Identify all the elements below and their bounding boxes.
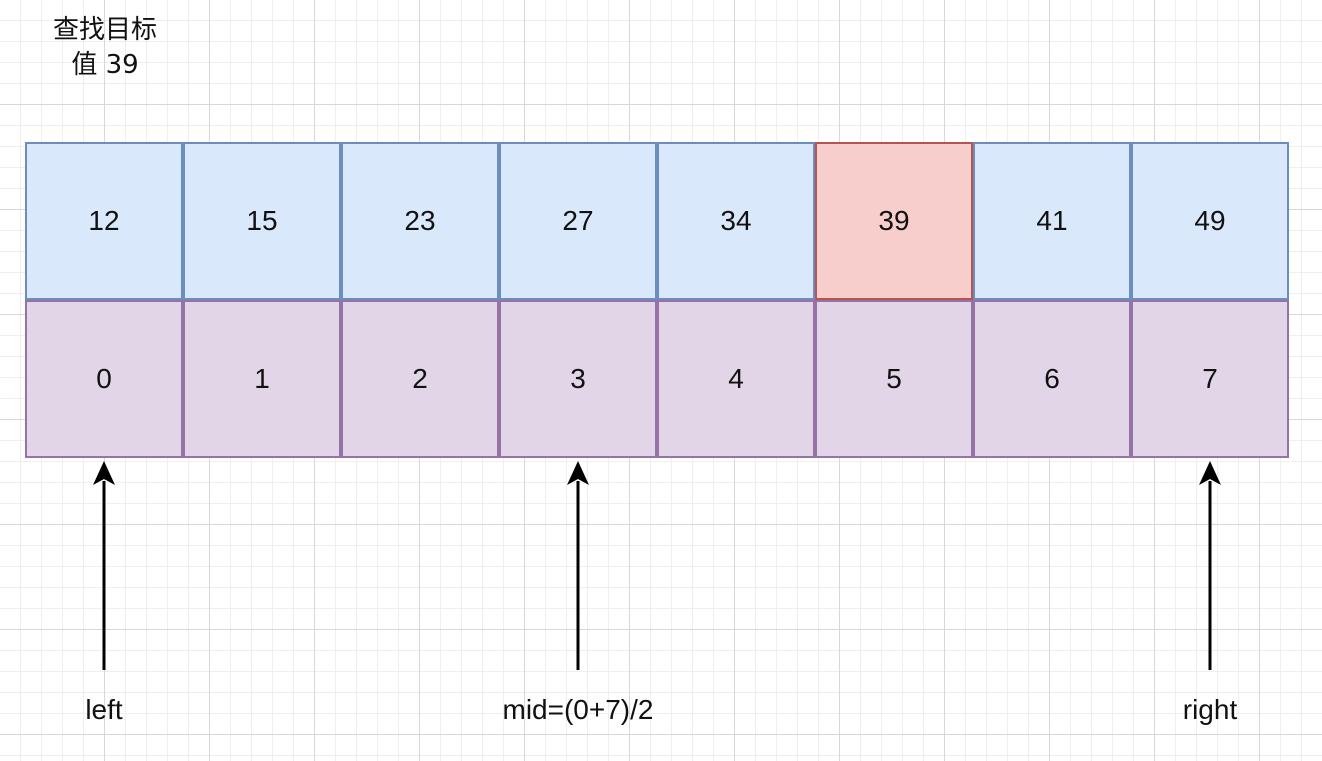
title-line-2: 值 39 <box>71 50 139 80</box>
target-value-cell: 39 <box>815 142 973 300</box>
pointer-label: mid=(0+7)/2 <box>502 694 654 725</box>
pointer-arrow-right <box>1199 461 1221 670</box>
pointer-arrow-left <box>93 461 115 670</box>
diagram-title: 查找目标 值 39 <box>30 13 180 83</box>
value-cell: 12 <box>25 142 183 300</box>
pointer-label: left <box>85 694 123 725</box>
value-cell: 49 <box>1131 142 1289 300</box>
index-cell: 2 <box>341 300 499 458</box>
value-cell: 41 <box>973 142 1131 300</box>
title-line-1: 查找目标 <box>52 15 157 45</box>
index-cell: 7 <box>1131 300 1289 458</box>
arrow-head <box>93 461 115 485</box>
index-cell: 4 <box>657 300 815 458</box>
index-cell: 5 <box>815 300 973 458</box>
pointer-arrow-mid <box>567 461 589 670</box>
index-cell: 0 <box>25 300 183 458</box>
value-cell: 15 <box>183 142 341 300</box>
array-values-row: 12 15 23 27 34 39 41 49 <box>25 142 1293 301</box>
pointer-label: right <box>1182 694 1238 725</box>
value-cell: 34 <box>657 142 815 300</box>
index-cell: 3 <box>499 300 657 458</box>
index-cell: 1 <box>183 300 341 458</box>
arrow-head <box>567 461 589 485</box>
index-cell: 6 <box>973 300 1131 458</box>
value-cell: 27 <box>499 142 657 300</box>
value-cell: 23 <box>341 142 499 300</box>
arrow-head <box>1199 461 1221 485</box>
